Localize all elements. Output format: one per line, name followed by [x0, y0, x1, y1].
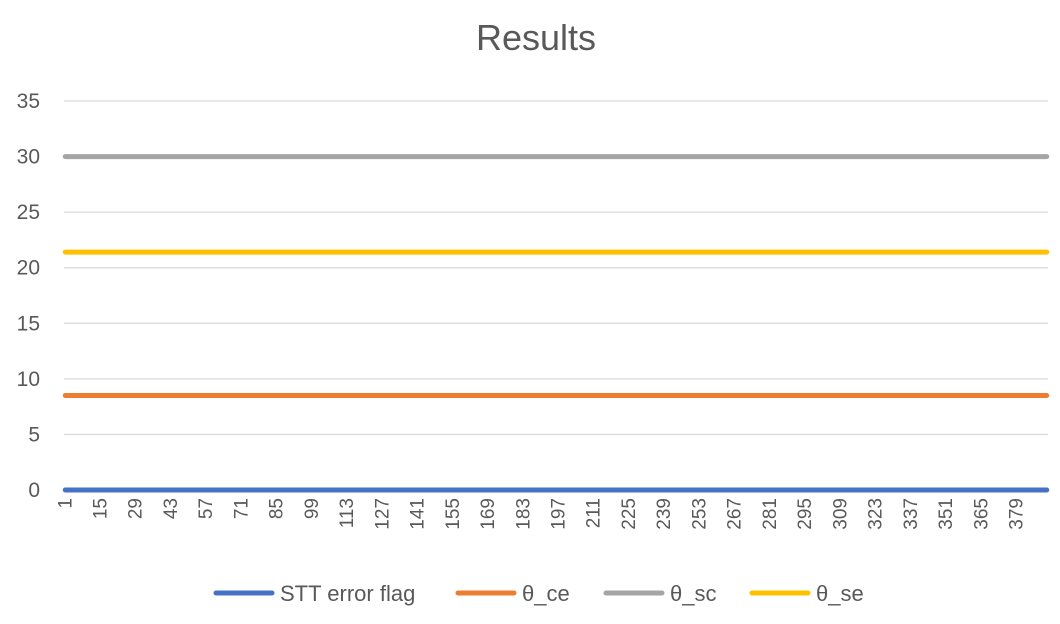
y-tick-label: 25: [17, 201, 40, 224]
x-axis: 1 15 29 43 57 71 85 99 113 127 141 155 169 183 197 211 2…: [55, 489, 1048, 530]
x-tick-label: 239: [654, 498, 675, 530]
legend-label-2: θ_ce: [522, 581, 570, 606]
x-tick-label: 1: [55, 498, 76, 509]
x-tick-label: 15: [90, 498, 111, 519]
x-tick-label: 29: [126, 498, 147, 519]
x-tick-label: 155: [443, 498, 464, 530]
legend-label-4: θ_se: [816, 581, 864, 606]
y-axis: 0 5 10 15 20 25 30 35: [17, 90, 40, 502]
x-tick-label: 351: [936, 498, 957, 530]
x-tick-label: 281: [760, 498, 781, 530]
x-tick-label: 211: [584, 498, 605, 528]
x-tick-label: 127: [372, 498, 393, 530]
x-tick-label: 295: [795, 498, 816, 530]
x-tick-label: 337: [901, 498, 922, 530]
x-tick-label: 85: [267, 498, 288, 519]
x-tick-label: 169: [478, 498, 499, 530]
series-lines: [62, 154, 1050, 493]
legend-label-3: θ_sc: [670, 581, 716, 606]
y-tick-label: 20: [17, 257, 40, 280]
legend: STT error flag θ_ce θ_sc θ_se: [213, 581, 864, 606]
x-tick-label: 183: [513, 498, 534, 530]
x-tick-label: 267: [725, 498, 746, 530]
x-tick-label: 253: [689, 498, 710, 530]
y-tick-label: 30: [17, 146, 40, 169]
y-tick-label: 15: [17, 312, 40, 335]
y-tick-label: 5: [28, 423, 40, 446]
y-tick-label: 35: [17, 90, 40, 113]
x-tick-label: 379: [1007, 498, 1028, 530]
x-tick-label: 113: [337, 498, 358, 528]
legend-label-1: STT error flag: [280, 581, 415, 606]
x-tick-label: 309: [830, 498, 851, 530]
gridlines: [64, 100, 1048, 436]
chart-title: Results: [476, 17, 596, 58]
y-tick-label: 10: [17, 368, 40, 391]
y-tick-label: 0: [28, 479, 40, 502]
x-tick-label: 365: [971, 498, 992, 530]
x-tick-label: 197: [549, 498, 570, 530]
x-tick-label: 57: [196, 498, 217, 519]
x-tick-label: 43: [161, 498, 182, 519]
x-tick-label: 225: [619, 498, 640, 530]
x-tick-label: 99: [302, 498, 323, 519]
x-tick-label: 141: [408, 498, 429, 530]
x-tick-label: 71: [231, 498, 252, 519]
x-tick-label: 323: [866, 498, 887, 530]
